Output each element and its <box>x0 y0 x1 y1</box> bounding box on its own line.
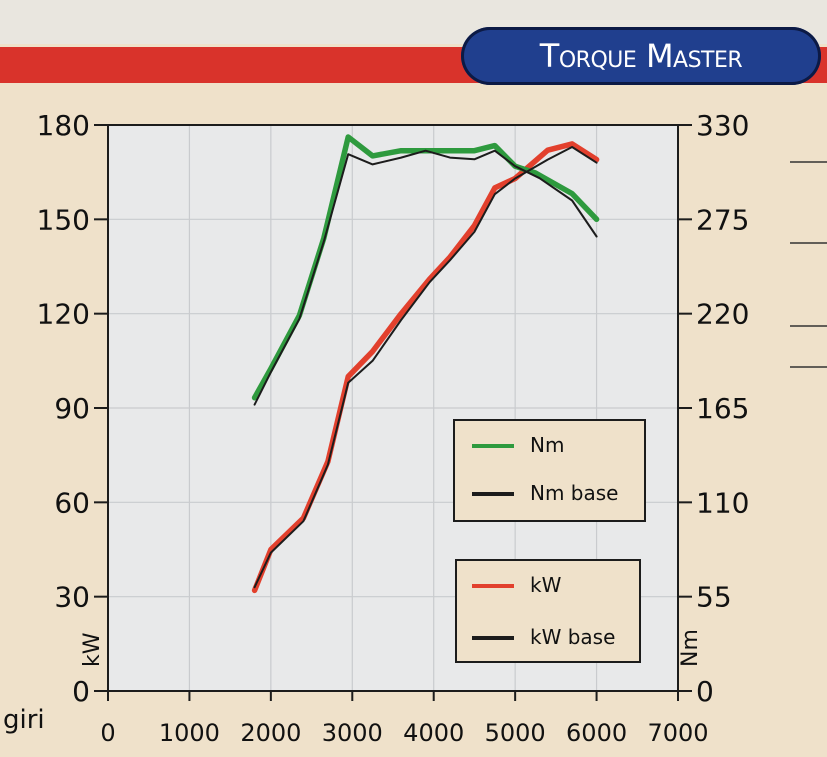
legend-label-kw: kW <box>530 573 562 597</box>
y-right-tick-label: 165 <box>696 392 749 425</box>
y-left-tick-label: 60 <box>54 486 90 519</box>
x-tick-label: 0 <box>100 719 115 747</box>
y-axis-left-label: kW <box>80 632 105 667</box>
y-left-tick-label: 180 <box>37 109 90 142</box>
axes: 0 1000 2000 3000 4000 5000 6000 7000 0 30 60 90 120 1… <box>37 109 750 747</box>
x-tick-label: 3000 <box>322 719 383 747</box>
y-left-tick-label: 0 <box>72 675 90 708</box>
x-tick-label: 7000 <box>647 719 708 747</box>
x-tick-label: 2000 <box>240 719 301 747</box>
series-nm-base <box>253 149 598 406</box>
y-left-tick-label: 150 <box>37 203 90 236</box>
legend-label-nm-base: Nm base <box>530 481 618 505</box>
title-pill <box>461 27 821 85</box>
y-right-tick-label: 330 <box>696 109 749 142</box>
x-tick-label: 1000 <box>159 719 220 747</box>
y-right-tick-label: 0 <box>696 675 714 708</box>
x-tick-label: 6000 <box>566 719 627 747</box>
series-layer <box>251 134 600 594</box>
page-title: Torque Master <box>539 37 743 75</box>
y-right-tick-label: 110 <box>696 486 749 519</box>
y-right-tick-label: 55 <box>696 581 732 614</box>
legend-label-kw-base: kW base <box>530 625 615 649</box>
y-right-tick-label: 275 <box>696 203 749 236</box>
x-axis-label: giri <box>3 705 45 735</box>
legend-label-nm: Nm <box>530 433 564 457</box>
x-tick-label: 4000 <box>403 719 464 747</box>
y-right-tick-label: 220 <box>696 298 749 331</box>
legend-kw: kW kW base <box>455 559 641 663</box>
y-left-tick-label: 120 <box>37 298 90 331</box>
legend-nm: Nm Nm base <box>453 419 646 522</box>
y-left-tick-label: 30 <box>54 581 90 614</box>
series-nm <box>251 134 600 401</box>
series-kw <box>251 141 600 594</box>
series-kw-base <box>253 146 598 589</box>
y-axis-right-label: Nm <box>678 629 703 667</box>
y-left-tick-label: 90 <box>54 392 90 425</box>
x-tick-label: 5000 <box>485 719 546 747</box>
